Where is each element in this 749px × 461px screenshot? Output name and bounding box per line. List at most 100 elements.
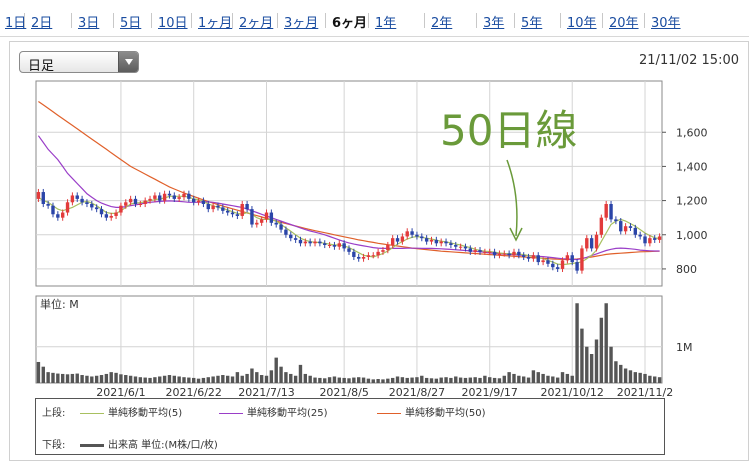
tab-2日[interactable]: 2日 bbox=[31, 16, 53, 31]
candle-body bbox=[560, 260, 565, 269]
volume-bar bbox=[196, 378, 201, 383]
candle-body bbox=[434, 239, 439, 244]
candle-body bbox=[657, 236, 662, 240]
candle-body bbox=[308, 241, 312, 244]
tab-1日[interactable]: 1日 bbox=[5, 16, 27, 31]
candle-body bbox=[400, 236, 405, 242]
volume-bar bbox=[376, 379, 380, 383]
candle-body bbox=[114, 212, 118, 216]
volume-bar bbox=[342, 377, 346, 383]
candle-body bbox=[90, 204, 94, 208]
legend-upper-label: 上段: bbox=[42, 408, 66, 419]
candle-body bbox=[75, 195, 79, 199]
volume-bar bbox=[357, 377, 361, 383]
candle-body bbox=[250, 209, 254, 225]
volume-bar bbox=[502, 375, 506, 383]
volume-bar bbox=[293, 375, 298, 383]
tab-1年[interactable]: 1年 bbox=[375, 16, 397, 31]
tab-20年[interactable]: 20年 bbox=[609, 16, 639, 31]
volume-bar bbox=[614, 361, 618, 383]
x-tick-label: 2021/11/2 bbox=[617, 386, 673, 399]
tab-5年[interactable]: 5年 bbox=[521, 16, 543, 31]
volume-bar bbox=[143, 377, 147, 383]
candle-body bbox=[133, 198, 138, 204]
volume-bar bbox=[444, 377, 448, 383]
volume-bar bbox=[575, 303, 579, 383]
candle-body bbox=[201, 200, 206, 204]
candle-body bbox=[225, 210, 230, 213]
tab-2ヶ月[interactable]: 2ヶ月 bbox=[239, 16, 274, 31]
tab-2年[interactable]: 2年 bbox=[431, 16, 453, 31]
candle-body bbox=[648, 238, 652, 244]
tab-10年[interactable]: 10年 bbox=[567, 16, 597, 31]
period-select[interactable]: 日足 bbox=[19, 51, 139, 74]
volume-bar bbox=[318, 377, 322, 383]
candle-body bbox=[51, 205, 55, 215]
volume-bar bbox=[303, 373, 308, 383]
tab-3年[interactable]: 3年 bbox=[483, 16, 505, 31]
candle-body bbox=[221, 207, 225, 211]
volume-bar bbox=[80, 375, 84, 383]
tab-1ヶ月[interactable]: 1ヶ月 bbox=[198, 16, 233, 31]
volume-bar bbox=[492, 377, 497, 383]
candle-body bbox=[172, 195, 177, 199]
volume-bar bbox=[526, 377, 531, 383]
candle-body bbox=[284, 229, 288, 235]
volume-bar bbox=[463, 377, 468, 383]
volume-bar bbox=[289, 373, 293, 383]
tab-6ヶ月[interactable]: 6ヶ月 bbox=[332, 16, 368, 31]
candle-body bbox=[143, 200, 147, 204]
candle-body bbox=[386, 245, 390, 251]
volume-bar bbox=[327, 377, 332, 383]
candle-body bbox=[70, 195, 75, 203]
volume-bar bbox=[109, 372, 113, 383]
volume-bar bbox=[60, 373, 65, 383]
volume-bar bbox=[187, 377, 191, 383]
volume-bar bbox=[216, 375, 220, 383]
tab-3日[interactable]: 3日 bbox=[78, 16, 100, 31]
candle-body bbox=[633, 227, 638, 235]
tab-3ヶ月[interactable]: 3ヶ月 bbox=[284, 16, 319, 31]
candle-body bbox=[420, 236, 424, 239]
volume-bar bbox=[36, 361, 41, 383]
candle-body bbox=[473, 250, 477, 252]
x-tick-label: 2021/6/1 bbox=[96, 386, 145, 399]
candle-body bbox=[531, 255, 536, 259]
candle-body bbox=[507, 253, 511, 256]
volume-bar bbox=[628, 370, 633, 383]
volume-bar bbox=[488, 377, 492, 383]
volume-tick-label: 1M bbox=[676, 341, 693, 354]
candle-body bbox=[337, 243, 341, 247]
annotation-50day-line: 50日線 bbox=[440, 106, 577, 155]
candle-body bbox=[483, 251, 487, 253]
volume-bar bbox=[206, 377, 210, 383]
tab-10日[interactable]: 10日 bbox=[158, 16, 188, 31]
volume-bar bbox=[623, 368, 628, 383]
tab-separator bbox=[325, 13, 326, 28]
volume-bar bbox=[541, 373, 545, 383]
volume-bar bbox=[94, 375, 99, 383]
candle-body bbox=[585, 238, 589, 249]
candle-body bbox=[599, 217, 604, 235]
volume-bar bbox=[347, 378, 351, 383]
volume-bar bbox=[211, 376, 215, 383]
candle-body bbox=[604, 204, 608, 218]
candle-body bbox=[619, 221, 623, 232]
volume-bar bbox=[531, 370, 536, 383]
candle-body bbox=[99, 209, 104, 215]
candle-body bbox=[65, 202, 70, 213]
tab-separator bbox=[560, 13, 561, 28]
tab-separator bbox=[368, 13, 369, 28]
legend-ma25: 単純移動平均(25) bbox=[219, 404, 328, 419]
tab-separator bbox=[113, 13, 114, 28]
candle-body bbox=[463, 246, 468, 249]
candle-body bbox=[653, 238, 657, 240]
volume-bar bbox=[70, 373, 75, 383]
tab-30年[interactable]: 30年 bbox=[651, 16, 681, 31]
dropdown-button[interactable] bbox=[118, 52, 138, 72]
tab-separator bbox=[71, 13, 72, 28]
volume-bar bbox=[172, 375, 177, 383]
candle-body bbox=[162, 193, 167, 201]
tab-5日[interactable]: 5日 bbox=[120, 16, 142, 31]
legend-volume: 出来高 単位:(M株/口/枚) bbox=[80, 436, 218, 451]
